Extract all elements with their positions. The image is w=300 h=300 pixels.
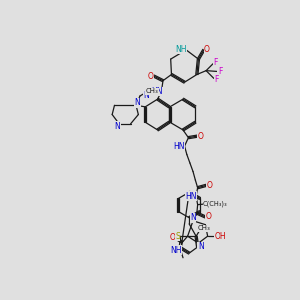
Text: CH₃: CH₃ (146, 88, 159, 94)
Text: NH: NH (170, 246, 182, 255)
Text: N: N (143, 91, 149, 100)
Text: HN: HN (151, 87, 163, 96)
Text: O: O (206, 212, 212, 221)
Text: O: O (169, 233, 175, 242)
Text: CH₃: CH₃ (197, 226, 210, 232)
Text: S: S (175, 232, 180, 241)
Text: C(CH₃)₃: C(CH₃)₃ (203, 201, 228, 207)
Text: F: F (218, 67, 222, 76)
Text: O: O (206, 181, 212, 190)
Text: OH: OH (214, 232, 226, 241)
Text: F: F (213, 58, 218, 67)
Text: NH: NH (175, 45, 187, 54)
Text: N: N (115, 122, 120, 130)
Text: N: N (190, 213, 196, 222)
Text: F: F (214, 75, 218, 84)
Text: O: O (204, 45, 210, 54)
Text: HN: HN (185, 192, 196, 201)
Text: HN: HN (173, 142, 185, 151)
Text: O: O (198, 132, 204, 141)
Text: N: N (135, 98, 140, 107)
Text: N: N (198, 242, 204, 251)
Text: O: O (148, 71, 154, 80)
